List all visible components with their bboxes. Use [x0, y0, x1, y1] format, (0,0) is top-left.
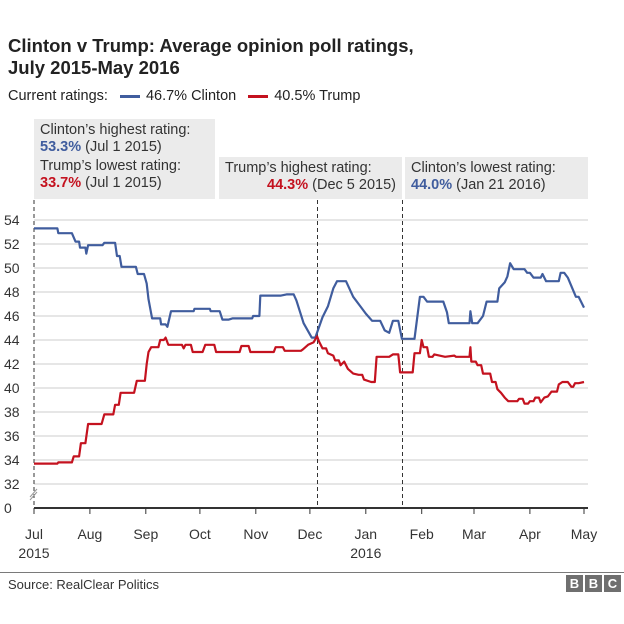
x-tick-label: Sep [133, 526, 158, 542]
x-tick-label: May [571, 526, 597, 542]
y-tick-label: 0 [4, 500, 12, 516]
y-tick-label: 32 [4, 476, 20, 492]
axis-break-mark [29, 491, 38, 501]
bbc-logo-letter: C [604, 575, 621, 592]
bbc-logo-letter: B [566, 575, 583, 592]
source-note: Source: RealClear Politics [8, 577, 160, 592]
annotation-clinton-highest-heading: Clinton’s highest rating: [40, 122, 191, 138]
x-tick-label: Jul [25, 526, 43, 542]
y-tick-label: 40 [4, 380, 20, 396]
x-tick-label: Aug [77, 526, 102, 542]
y-tick-label: 36 [4, 428, 20, 444]
annotation-clinton-highest-value: 53.3% [40, 139, 82, 155]
legend-swatch-trump [248, 94, 269, 98]
y-tick-label: 34 [4, 452, 20, 468]
annotation-trump-lowest-date: (Jul 1 2015) [81, 175, 162, 191]
annotation-trump-lowest-heading: Trump’s lowest rating: [40, 158, 182, 174]
legend-swatch-clinton [119, 94, 140, 98]
y-tick-label: 48 [4, 284, 20, 300]
y-tick-label: 42 [4, 356, 20, 372]
bbc-logo: B B C [566, 575, 621, 592]
y-tick-label: 52 [4, 236, 20, 252]
y-axis: 0 32 34 36 38 40 42 44 46 48 50 52 54 [4, 212, 38, 516]
reference-lines [33, 200, 403, 508]
x-tick-label: Dec [297, 526, 322, 542]
series-lines [34, 227, 585, 465]
annotation-clinton-lowest-heading: Clinton’s lowest rating: [411, 160, 556, 176]
axis-break-mark [29, 488, 38, 498]
annotation-clinton-lowest-value: 44.0% [411, 177, 453, 193]
x-tick-label: Mar [462, 526, 486, 542]
legend-item-clinton: 46.7% Clinton [119, 88, 237, 104]
legend: Current ratings: 46.7% Clinton 40.5% Tru… [8, 88, 360, 104]
legend-label-trump: 40.5% Trump [274, 88, 361, 104]
annotation-trump-lowest: Trump’s lowest rating: 33.7% (Jul 1 2015… [34, 155, 215, 199]
y-tick-label: 54 [4, 212, 20, 228]
annotation-trump-highest-value: 44.3% [267, 177, 309, 193]
chart-title-line1: Clinton v Trump: Average opinion poll ra… [8, 35, 414, 56]
x-tick-label: Jan [355, 526, 378, 542]
footer-divider [0, 572, 624, 573]
x-axis: Jul 2015 Aug Sep Oct Nov Dec Jan 2016 Feb Mar Apr Ma… [18, 507, 597, 561]
legend-prefix: Current ratings: [8, 88, 108, 104]
chart-title-line2: July 2015-May 2016 [8, 57, 180, 78]
y-tick-label: 38 [4, 404, 20, 420]
annotation-trump-highest-heading: Trump’s highest rating: [225, 160, 372, 176]
x-tick-label: Oct [189, 526, 211, 542]
y-tick-label: 44 [4, 332, 20, 348]
bbc-logo-letter: B [585, 575, 602, 592]
annotation-clinton-highest: Clinton’s highest rating: 53.3% (Jul 1 2… [34, 119, 215, 155]
series-line-clinton [34, 227, 585, 340]
x-tick-year-label: 2015 [18, 545, 49, 561]
legend-label-clinton: 46.7% Clinton [145, 88, 237, 104]
gridlines [34, 219, 588, 485]
annotation-clinton-highest-date: (Jul 1 2015) [81, 139, 162, 155]
x-tick-year-label: 2016 [350, 545, 381, 561]
annotation-clinton-lowest-date: (Jan 21 2016) [452, 177, 546, 193]
x-tick-label: Nov [243, 526, 268, 542]
series-line-trump [34, 335, 585, 465]
annotation-trump-highest-date: (Dec 5 2015) [308, 177, 396, 193]
x-tick-label: Feb [410, 526, 434, 542]
annotation-clinton-lowest: Clinton’s lowest rating: 44.0% (Jan 21 2… [405, 157, 588, 199]
legend-item-trump: 40.5% Trump [248, 88, 360, 104]
annotation-trump-lowest-value: 33.7% [40, 175, 82, 191]
chart-title: Clinton v Trump: Average opinion poll ra… [8, 35, 414, 79]
annotation-trump-highest: Trump’s highest rating: 44.3% (Dec 5 201… [219, 157, 402, 199]
y-tick-label: 50 [4, 260, 20, 276]
y-tick-label: 46 [4, 308, 20, 324]
x-tick-label: Apr [519, 526, 541, 542]
